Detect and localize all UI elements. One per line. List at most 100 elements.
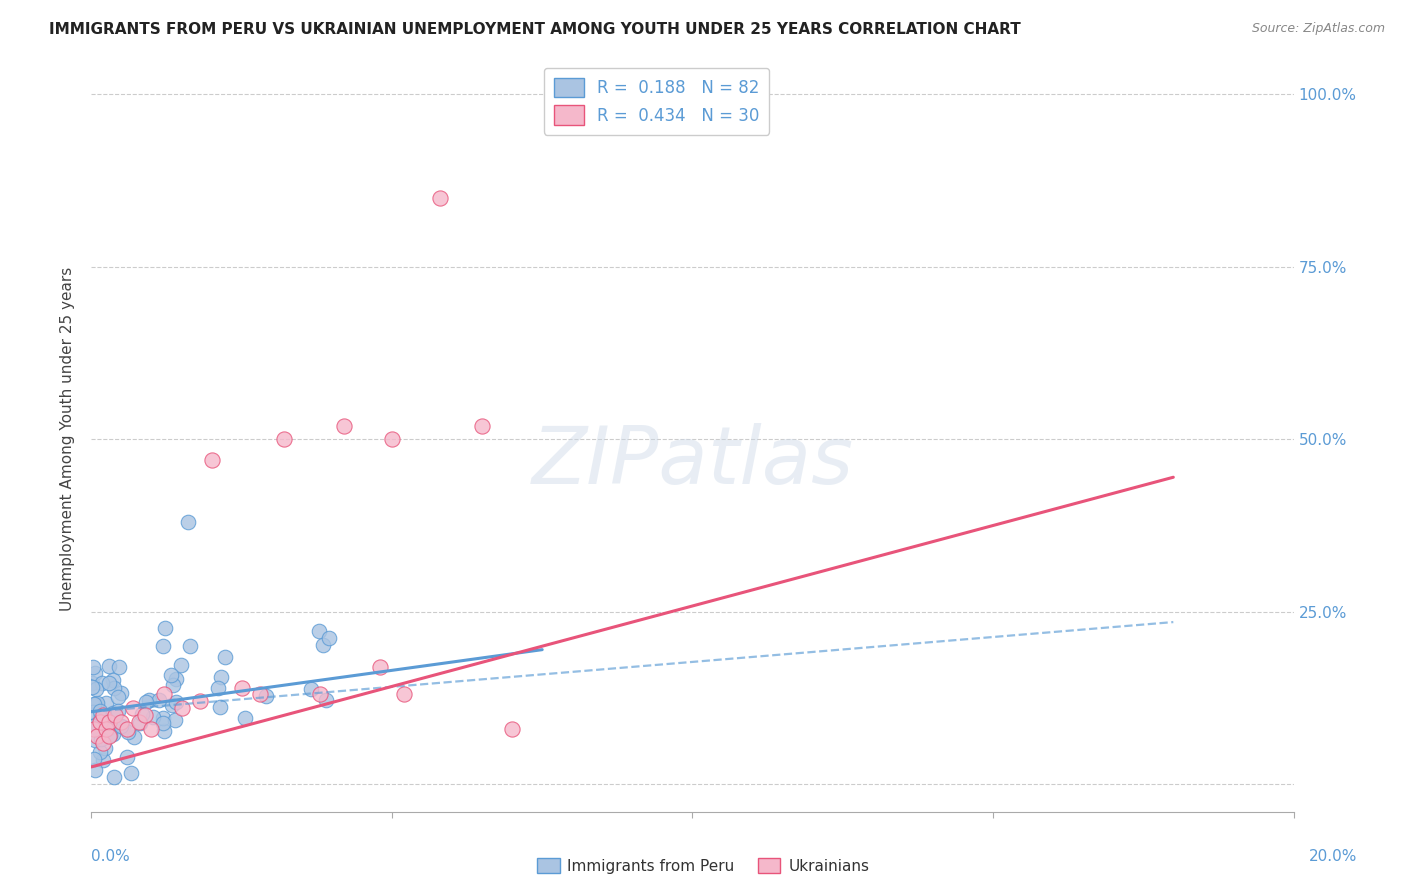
Point bbox=[214, 649, 236, 664]
Point bbox=[141, 722, 163, 736]
Point bbox=[122, 701, 145, 715]
Point bbox=[112, 720, 135, 734]
Point bbox=[98, 712, 121, 726]
Point bbox=[98, 714, 121, 729]
Point bbox=[201, 453, 224, 467]
Point bbox=[89, 745, 111, 759]
Point bbox=[83, 733, 105, 747]
Point bbox=[101, 707, 124, 722]
Point bbox=[100, 728, 122, 742]
Point bbox=[471, 418, 494, 433]
Y-axis label: Unemployment Among Youth under 25 years: Unemployment Among Youth under 25 years bbox=[60, 268, 76, 611]
Point bbox=[392, 688, 415, 702]
Point bbox=[103, 673, 125, 688]
Point bbox=[83, 697, 105, 711]
Point bbox=[110, 686, 132, 700]
Point bbox=[135, 695, 157, 709]
Point bbox=[208, 699, 231, 714]
Point bbox=[82, 680, 104, 694]
Point bbox=[308, 624, 330, 638]
Point bbox=[318, 631, 340, 645]
Point bbox=[98, 729, 121, 743]
Legend: Immigrants from Peru, Ukrainians: Immigrants from Peru, Ukrainians bbox=[530, 852, 876, 880]
Point bbox=[107, 704, 129, 718]
Point bbox=[152, 723, 174, 738]
Text: 20.0%: 20.0% bbox=[1309, 849, 1357, 863]
Text: IMMIGRANTS FROM PERU VS UKRAINIAN UNEMPLOYMENT AMONG YOUTH UNDER 25 YEARS CORREL: IMMIGRANTS FROM PERU VS UKRAINIAN UNEMPL… bbox=[49, 22, 1021, 37]
Point bbox=[84, 763, 107, 777]
Point bbox=[82, 698, 104, 712]
Point bbox=[333, 418, 356, 433]
Point bbox=[86, 729, 108, 743]
Point bbox=[97, 723, 120, 737]
Point bbox=[89, 714, 111, 729]
Point bbox=[165, 672, 187, 686]
Point bbox=[91, 676, 114, 690]
Point bbox=[83, 722, 105, 736]
Point bbox=[368, 660, 391, 674]
Point bbox=[299, 681, 322, 696]
Point bbox=[103, 727, 125, 741]
Point bbox=[124, 731, 146, 745]
Point bbox=[152, 711, 174, 725]
Point bbox=[103, 770, 125, 784]
Point bbox=[138, 692, 160, 706]
Point bbox=[134, 708, 156, 723]
Point bbox=[315, 692, 337, 706]
Point bbox=[91, 753, 114, 767]
Point bbox=[108, 659, 131, 673]
Point bbox=[103, 681, 125, 695]
Point bbox=[207, 681, 229, 696]
Point bbox=[165, 713, 187, 727]
Point bbox=[94, 723, 117, 737]
Point bbox=[93, 708, 115, 723]
Point bbox=[176, 515, 198, 529]
Point bbox=[162, 698, 184, 712]
Point bbox=[87, 723, 110, 738]
Point bbox=[104, 708, 127, 723]
Point bbox=[89, 714, 111, 729]
Point bbox=[107, 690, 129, 704]
Point bbox=[82, 659, 104, 673]
Point bbox=[89, 723, 111, 737]
Point bbox=[84, 698, 107, 712]
Point bbox=[84, 682, 107, 697]
Point bbox=[128, 715, 150, 730]
Point bbox=[82, 706, 104, 720]
Point bbox=[98, 676, 121, 690]
Point bbox=[82, 719, 104, 733]
Point bbox=[231, 681, 253, 695]
Point bbox=[381, 433, 404, 447]
Point bbox=[84, 697, 107, 711]
Point bbox=[131, 707, 153, 722]
Point bbox=[83, 752, 105, 766]
Point bbox=[120, 766, 142, 780]
Point bbox=[170, 701, 193, 715]
Point bbox=[312, 638, 335, 652]
Point bbox=[84, 718, 107, 732]
Point bbox=[308, 688, 330, 702]
Point bbox=[96, 722, 118, 736]
Point bbox=[128, 714, 150, 729]
Point bbox=[117, 724, 139, 739]
Legend: R =  0.188   N = 82, R =  0.434   N = 30: R = 0.188 N = 82, R = 0.434 N = 30 bbox=[544, 68, 769, 135]
Point bbox=[155, 621, 177, 635]
Text: ZIPatlas: ZIPatlas bbox=[531, 423, 853, 500]
Point bbox=[165, 695, 187, 709]
Point bbox=[84, 665, 107, 680]
Point bbox=[86, 697, 108, 711]
Point bbox=[117, 722, 139, 736]
Point bbox=[152, 688, 174, 702]
Point bbox=[152, 715, 174, 730]
Point bbox=[209, 670, 232, 684]
Point bbox=[148, 693, 170, 707]
Point bbox=[249, 688, 271, 702]
Point bbox=[233, 711, 256, 725]
Point bbox=[103, 706, 125, 720]
Point bbox=[110, 714, 132, 729]
Point bbox=[170, 658, 193, 673]
Point bbox=[142, 710, 165, 724]
Point bbox=[93, 736, 115, 750]
Point bbox=[152, 640, 174, 654]
Point bbox=[254, 690, 277, 704]
